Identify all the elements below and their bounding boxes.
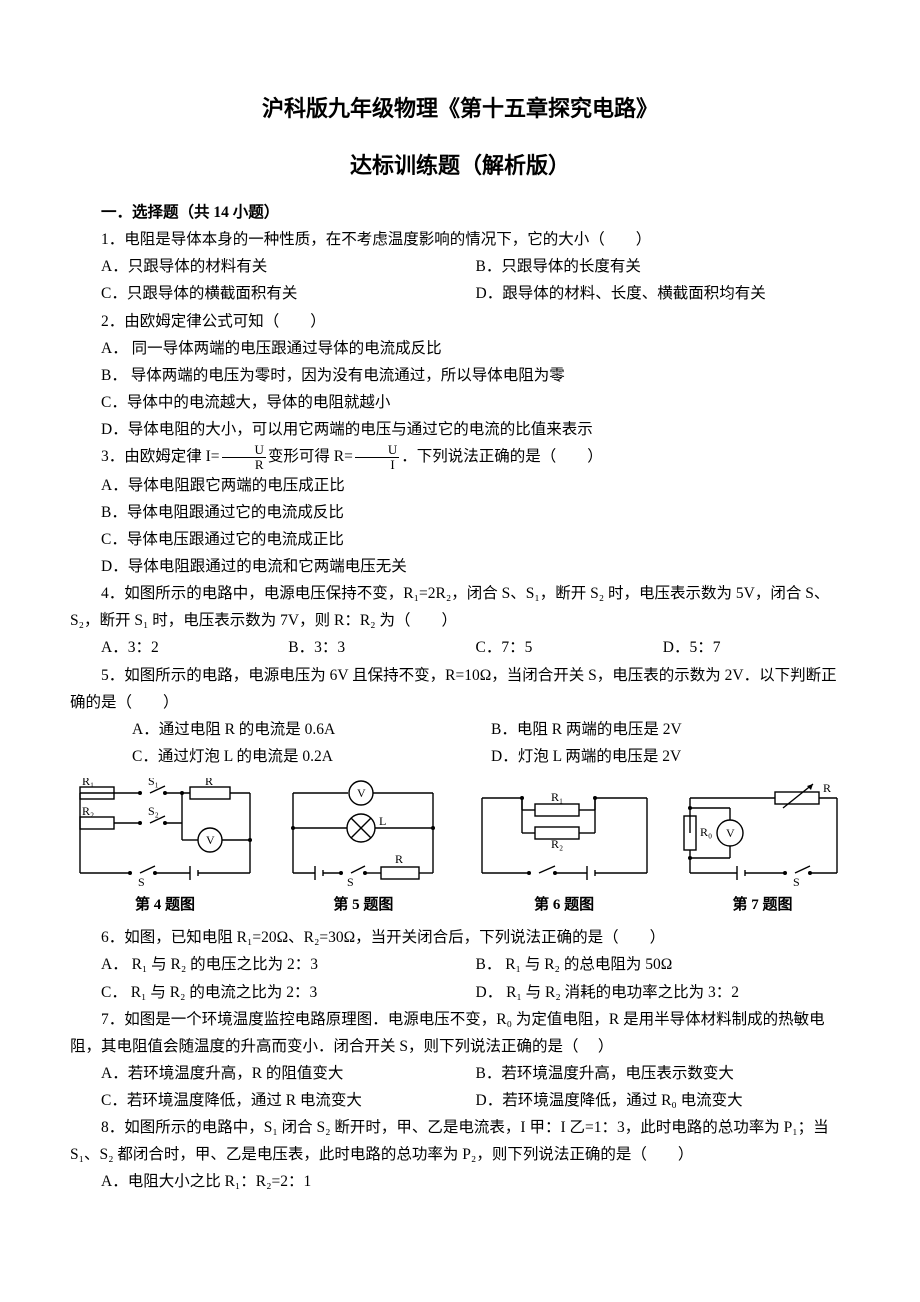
- diagram-4-caption: 第 4 题图: [70, 892, 260, 918]
- d4-label-s1: S₁: [148, 778, 159, 788]
- question-8-stem: 8．如图所示的电路中，S₁ 闭合 S₂ 断开时，甲、乙是电流表，I 甲：I 乙=…: [70, 1114, 850, 1168]
- d4-label-r2: R₂: [82, 804, 94, 818]
- sub-title: 达标训练题（解析版）: [70, 147, 850, 186]
- question-1-stem: 1．电阻是导体本身的一种性质，在不考虑温度影响的情况下，它的大小（ ）: [70, 226, 850, 253]
- q2-opt-a: A． 同一导体两端的电压跟通过导体的电流成反比: [70, 335, 850, 362]
- question-6-options: A． R₁ 与 R₂ 的电压之比为 2：3 B． R₁ 与 R₂ 的总电阻为 5…: [70, 951, 850, 1005]
- q3-frac1: UR: [222, 443, 266, 471]
- q4-opt-b: B．3：3: [288, 634, 475, 661]
- d5-label-l: L: [379, 814, 386, 828]
- circuit-7-svg: R R₀ V S: [675, 778, 850, 888]
- diagram-7: R R₀ V S 第 7 题图: [675, 778, 850, 918]
- d7-label-r0: R₀: [700, 825, 712, 839]
- diagram-5: V L S R 第 5 题图: [273, 778, 453, 918]
- d4-label-v: V: [206, 833, 215, 847]
- section-heading: 一．选择题（共 14 小题）: [70, 199, 850, 226]
- q3-opt-c: C．导体电压跟通过它的电流成正比: [70, 526, 850, 553]
- question-8-options: A．电阻大小之比 R₁：R₂=2：1: [70, 1168, 850, 1195]
- main-title: 沪科版九年级物理《第十五章探究电路》: [70, 90, 850, 129]
- q1-opt-a: A．只跟导体的材料有关: [101, 253, 476, 280]
- q2-opt-c: C．导体中的电流越大，导体的电阻就越小: [70, 389, 850, 416]
- q6-opt-c: C． R₁ 与 R₂ 的电流之比为 2：3: [101, 979, 476, 1006]
- q7-opt-d: D．若环境温度降低，通过 R₀ 电流变大: [476, 1087, 851, 1114]
- question-2-options: A． 同一导体两端的电压跟通过导体的电流成反比 B． 导体两端的电压为零时，因为…: [70, 335, 850, 444]
- q2-opt-d: D．导体电阻的大小，可以用它两端的电压与通过它的电流的比值来表示: [70, 416, 850, 443]
- q1-opt-b: B．只跟导体的长度有关: [476, 253, 851, 280]
- question-6-stem: 6．如图，已知电阻 R₁=20Ω、R₂=30Ω，当开关闭合后，下列说法正确的是（…: [70, 924, 850, 951]
- q6-opt-b: B． R₁ 与 R₂ 的总电阻为 50Ω: [476, 951, 851, 978]
- q3-frac1-num: U: [222, 443, 266, 458]
- d4-label-s: S: [138, 875, 145, 888]
- q3-opt-d: D．导体电阻跟通过的电流和它两端电压无关: [70, 553, 850, 580]
- q8-opt-a: A．电阻大小之比 R₁：R₂=2：1: [70, 1168, 850, 1195]
- diagram-7-caption: 第 7 题图: [675, 892, 850, 918]
- question-3-options: A．导体电阻跟它两端的电压成正比 B．导体电阻跟通过它的电流成反比 C．导体电压…: [70, 472, 850, 581]
- d7-label-v: V: [726, 826, 735, 840]
- q3-opt-b: B．导体电阻跟通过它的电流成反比: [70, 499, 850, 526]
- q7-opt-b: B．若环境温度升高，电压表示数变大: [476, 1060, 851, 1087]
- d5-label-v: V: [357, 786, 366, 800]
- q1-opt-c: C．只跟导体的横截面积有关: [101, 280, 476, 307]
- question-5-options: A．通过电阻 R 的电流是 0.6A B．电阻 R 两端的电压是 2V C．通过…: [70, 716, 850, 770]
- d5-label-s: S: [347, 875, 354, 888]
- question-2-stem: 2．由欧姆定律公式可知（ ）: [70, 308, 850, 335]
- q3-pre: 3．由欧姆定律 I=: [101, 448, 220, 465]
- circuit-diagrams-row: R₁ S₁ R R₂ S₂ V S: [70, 778, 850, 918]
- q3-post: ．下列说法正确的是（ ）: [401, 448, 603, 465]
- question-5-stem: 5．如图所示的电路，电源电压为 6V 且保持不变，R=10Ω，当闭合开关 S，电…: [70, 662, 850, 716]
- question-4-stem: 4．如图所示的电路中，电源电压保持不变，R₁=2R₂，闭合 S、S₁，断开 S₂…: [70, 580, 850, 634]
- d4-label-r1: R₁: [82, 778, 94, 788]
- question-1-options: A．只跟导体的材料有关 B．只跟导体的长度有关 C．只跟导体的横截面积有关 D．…: [70, 253, 850, 307]
- question-3-stem: 3．由欧姆定律 I=UR变形可得 R=UI．下列说法正确的是（ ）: [70, 443, 850, 472]
- diagram-6: R₁ R₂ 第 6 题图: [467, 778, 662, 918]
- circuit-5-svg: V L S R: [273, 778, 453, 888]
- question-7-options: A．若环境温度升高，R 的阻值变大 B．若环境温度升高，电压表示数变大 C．若环…: [70, 1060, 850, 1114]
- question-4-options: A．3：2 B．3：3 C．7：5 D．5：7: [70, 634, 850, 661]
- q4-opt-a: A．3：2: [101, 634, 288, 661]
- q6-opt-a: A． R₁ 与 R₂ 的电压之比为 2：3: [101, 951, 476, 978]
- question-7-stem: 7．如图是一个环境温度监控电路原理图．电源电压不变，R₀ 为定值电阻，R 是用半…: [70, 1006, 850, 1060]
- q7-opt-c: C．若环境温度降低，通过 R 电流变大: [101, 1087, 476, 1114]
- q3-opt-a: A．导体电阻跟它两端的电压成正比: [70, 472, 850, 499]
- q3-frac2: UI: [355, 443, 399, 471]
- q4-opt-d: D．5：7: [663, 634, 850, 661]
- d7-label-r: R: [823, 781, 831, 795]
- diagram-6-caption: 第 6 题图: [467, 892, 662, 918]
- diagram-5-caption: 第 5 题图: [273, 892, 453, 918]
- circuit-4-svg: R₁ S₁ R R₂ S₂ V S: [70, 778, 260, 888]
- d6-label-r2: R₂: [551, 837, 563, 851]
- d7-label-s: S: [793, 875, 800, 888]
- d6-label-r1: R₁: [551, 790, 563, 804]
- d4-label-r: R: [205, 778, 213, 788]
- d5-label-r: R: [395, 852, 403, 866]
- q3-frac2-den: I: [355, 458, 399, 472]
- circuit-6-svg: R₁ R₂: [467, 778, 662, 888]
- q4-opt-c: C．7：5: [476, 634, 663, 661]
- q3-mid: 变形可得 R=: [268, 448, 353, 465]
- q5-opt-a: A．通过电阻 R 的电流是 0.6A: [132, 716, 491, 743]
- q1-opt-d: D．跟导体的材料、长度、横截面积均有关: [476, 280, 851, 307]
- q5-opt-d: D．灯泡 L 两端的电压是 2V: [491, 743, 850, 770]
- q3-frac1-den: R: [222, 458, 266, 472]
- q2-opt-b: B． 导体两端的电压为零时，因为没有电流通过，所以导体电阻为零: [70, 362, 850, 389]
- q6-opt-d: D． R₁ 与 R₂ 消耗的电功率之比为 3：2: [476, 979, 851, 1006]
- d4-label-s2: S₂: [148, 804, 159, 818]
- q5-opt-c: C．通过灯泡 L 的电流是 0.2A: [132, 743, 491, 770]
- q7-opt-a: A．若环境温度升高，R 的阻值变大: [101, 1060, 476, 1087]
- diagram-4: R₁ S₁ R R₂ S₂ V S: [70, 778, 260, 918]
- q3-frac2-num: U: [355, 443, 399, 458]
- q5-opt-b: B．电阻 R 两端的电压是 2V: [491, 716, 850, 743]
